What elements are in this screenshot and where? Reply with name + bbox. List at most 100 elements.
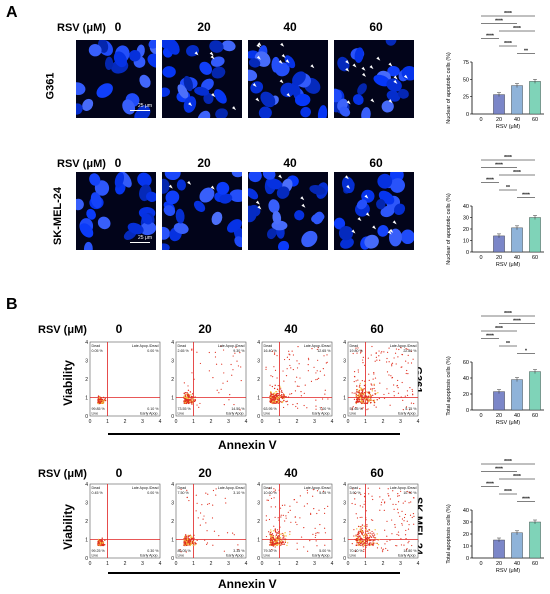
nucleus — [248, 58, 261, 68]
event-dot — [282, 370, 284, 372]
event-dot — [296, 501, 298, 503]
event-dot — [273, 497, 275, 499]
event-dot — [391, 362, 394, 364]
event-dot — [359, 384, 361, 386]
event-dot — [397, 512, 399, 514]
event-dot — [397, 379, 399, 382]
event-dot — [363, 384, 366, 387]
nucleus — [227, 219, 242, 233]
dose-b2-3: 60 — [370, 466, 384, 480]
y-tick-label: 10 — [463, 239, 469, 245]
event-dot — [391, 519, 393, 521]
event-dot — [188, 538, 191, 540]
event-dot — [368, 539, 371, 541]
quadrant-value-ll: 79.30 % — [264, 549, 278, 553]
event-dot — [356, 544, 358, 547]
significance-label: **** — [504, 11, 512, 17]
event-dot — [408, 409, 411, 411]
event-dot — [101, 398, 104, 401]
event-dot — [101, 539, 103, 542]
event-dot — [300, 536, 303, 538]
event-dot — [404, 534, 407, 536]
event-dot — [316, 370, 318, 372]
event-dot — [268, 487, 270, 489]
event-dot — [372, 394, 374, 397]
nucleus — [209, 40, 224, 53]
arrowhead-marker — [280, 42, 285, 47]
event-dot — [356, 541, 358, 543]
y-tick-label: 2 — [257, 377, 260, 383]
event-dot — [277, 384, 279, 387]
quadrant-label-ul: Dead — [178, 344, 187, 348]
y-tick-label: 1 — [171, 538, 174, 544]
event-dot — [376, 547, 379, 549]
y-tick-label: 0 — [466, 112, 469, 118]
event-dot — [289, 509, 291, 511]
event-dot — [284, 504, 286, 506]
event-dot — [313, 508, 315, 510]
event-dot — [404, 513, 407, 516]
event-dot — [373, 543, 375, 545]
event-dot — [369, 394, 372, 396]
event-dot — [284, 541, 287, 544]
event-dot — [276, 377, 278, 379]
event-dot — [398, 534, 400, 536]
event-dot — [368, 392, 370, 395]
event-dot — [358, 530, 360, 533]
nucleus — [248, 188, 259, 200]
event-dot — [360, 542, 362, 544]
nucleus — [140, 221, 156, 236]
arrowhead-marker — [346, 184, 351, 189]
x-tick-label: 3 — [141, 561, 144, 567]
event-dot — [383, 393, 385, 396]
y-tick-label: 3 — [343, 501, 346, 507]
event-dot — [374, 539, 376, 541]
quadrant-label-ll: Live — [264, 412, 271, 416]
event-dot — [366, 409, 368, 411]
y-axis-label: Nuclear of apoptotic cells (%) — [446, 52, 452, 124]
plot-frame — [347, 341, 419, 417]
event-dot — [364, 394, 367, 397]
event-dot — [316, 348, 318, 351]
event-dot — [379, 509, 381, 511]
flow-plot-b2-1: Dead 7.50 % Late Apop./Dead 3.10 % 86.05 % Li… — [166, 482, 248, 572]
event-dot — [357, 369, 359, 371]
event-dot — [321, 398, 324, 400]
event-dot — [186, 538, 189, 540]
arrowhead-marker — [346, 100, 351, 105]
event-dot — [296, 403, 298, 405]
event-dot — [376, 542, 378, 544]
nucleus — [199, 61, 212, 75]
event-dot — [103, 543, 105, 546]
arrowhead-marker — [393, 79, 398, 84]
event-dot — [296, 523, 298, 526]
event-dot — [365, 537, 367, 540]
y-tick-label: 1 — [257, 538, 260, 544]
event-dot — [272, 536, 274, 539]
x-tick-label: 1 — [364, 561, 367, 567]
event-dot — [378, 350, 380, 352]
event-dot — [282, 393, 285, 395]
quadrant-label-ul: Dead — [350, 486, 359, 490]
event-dot — [362, 399, 364, 401]
quadrant-label-ll: Live — [92, 554, 99, 558]
nucleus — [82, 98, 94, 111]
event-dot — [397, 495, 399, 497]
event-dot — [380, 501, 383, 503]
event-dot — [296, 385, 299, 387]
event-dot — [388, 392, 390, 394]
event-dot — [388, 347, 390, 349]
event-dot — [196, 502, 198, 504]
event-dot — [351, 407, 353, 409]
nucleus — [301, 230, 318, 248]
event-dot — [359, 401, 361, 403]
event-dot — [407, 528, 410, 530]
event-dot — [222, 349, 225, 351]
event-dot — [280, 541, 282, 544]
bar — [493, 94, 505, 115]
event-dot — [289, 531, 291, 533]
quadrant-value-ll: 70.60 % — [350, 549, 364, 553]
y-tick-label: 4 — [257, 340, 260, 346]
event-dot — [315, 534, 317, 536]
event-dot — [409, 387, 411, 389]
